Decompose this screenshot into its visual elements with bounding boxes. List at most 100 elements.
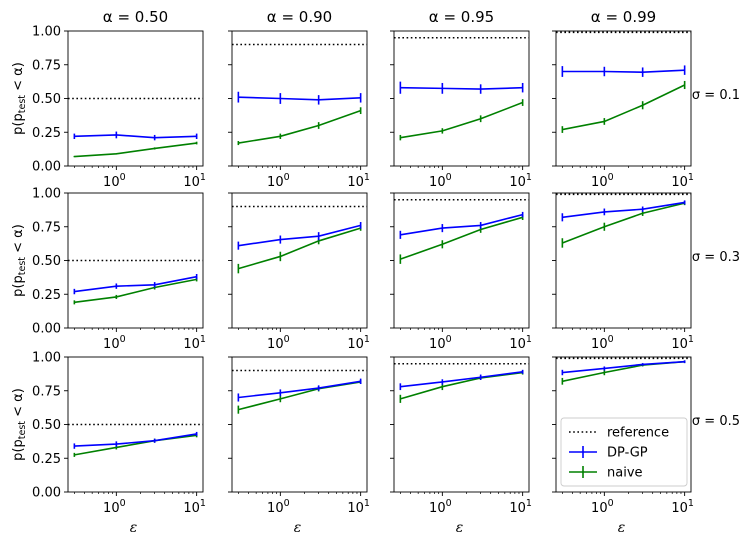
- x-tick-label: 100: [429, 498, 452, 516]
- labels-layer: α = 0.50 α = 0.90 α = 0.95 α = 0.99 σ = 0.1 σ…: [11, 8, 740, 536]
- axes-frame: [393, 192, 530, 329]
- dpgp-series-line: [400, 371, 523, 388]
- x-tick-label: 100: [103, 334, 126, 352]
- naive-series-line: [74, 142, 197, 158]
- y-tick-label: 0.50: [32, 254, 61, 269]
- x-tick-label: 101: [347, 172, 370, 190]
- panel-r0-c3: 100 101: [552, 30, 694, 190]
- row-label: σ = 0.1: [692, 88, 740, 103]
- naive-series-line: [400, 101, 523, 139]
- panel-r0-c0: 0.00 0.25 0.50 0.75 1.00 100 101: [32, 25, 206, 191]
- x-tick-label: 101: [347, 334, 370, 352]
- dpgp-series-line: [400, 86, 523, 90]
- x-axis-label: ε: [618, 520, 626, 536]
- y-tick-label: 0.00: [32, 486, 61, 501]
- x-tick-label: 101: [183, 498, 206, 516]
- axes-frame: [231, 192, 368, 329]
- x-tick-label: 100: [103, 498, 126, 516]
- naive-series-line: [400, 216, 523, 260]
- x-tick-label: 100: [591, 172, 614, 190]
- y-axis-label: p(ptest < α): [11, 62, 28, 135]
- naive-series-line: [238, 227, 361, 270]
- panel-r1-c0: 0.00 0.25 0.50 0.75 1.00 100 101: [32, 187, 206, 353]
- x-tick-label: 100: [103, 172, 126, 190]
- naive-series-line: [238, 109, 361, 144]
- x-tick-label: 101: [671, 498, 694, 516]
- y-tick-label: 0.75: [32, 220, 61, 235]
- panel-r1-c1: 100 101: [228, 192, 370, 352]
- x-tick-label: 100: [267, 172, 290, 190]
- x-tick-label: 101: [509, 172, 532, 190]
- dpgp-series-line: [238, 96, 361, 101]
- y-tick-label: 1.00: [32, 187, 61, 202]
- column-title: α = 0.50: [103, 8, 168, 26]
- legend-label: reference: [607, 426, 669, 441]
- panel-r2-c1: 100 101: [228, 356, 370, 516]
- x-axis-label: ε: [456, 520, 464, 536]
- legend-entry-naive: naive: [569, 466, 643, 481]
- dpgp-series-line: [238, 224, 361, 247]
- dpgp-series-line: [400, 213, 523, 236]
- naive-series-line: [400, 371, 523, 400]
- x-tick-label: 101: [347, 498, 370, 516]
- axes-frame: [231, 356, 368, 493]
- y-tick-label: 0.25: [32, 452, 61, 467]
- naive-series-line: [74, 278, 197, 304]
- axes-frame: [555, 30, 692, 167]
- legend-box: [560, 417, 688, 487]
- y-tick-label: 0.75: [32, 58, 61, 73]
- axes-frame: [555, 192, 692, 329]
- panel-r2-c3: 100 101: [552, 356, 694, 516]
- x-tick-label: 101: [671, 172, 694, 190]
- panel-r0-c2: 100 101: [390, 30, 532, 190]
- legend-entry-reference: reference: [569, 426, 669, 441]
- panel-r1-c2: 100 101: [390, 192, 532, 352]
- x-tick-label: 100: [429, 334, 452, 352]
- column-title: α = 0.99: [591, 8, 656, 26]
- x-axis-label: ε: [294, 520, 302, 536]
- legend: reference DP-GP naive: [560, 417, 688, 487]
- x-tick-label: 100: [267, 498, 290, 516]
- x-tick-label: 101: [509, 334, 532, 352]
- legend-entry-dp-gp: DP-GP: [569, 446, 648, 461]
- axes-frame: [393, 30, 530, 167]
- x-tick-label: 101: [183, 334, 206, 352]
- y-tick-label: 0.25: [32, 126, 61, 141]
- dpgp-series-line: [74, 275, 197, 293]
- x-tick-label: 100: [429, 172, 452, 190]
- naive-series-line: [562, 84, 685, 131]
- dpgp-series-line: [562, 69, 685, 73]
- row-label: σ = 0.5: [692, 414, 740, 429]
- x-axis-label: ε: [130, 520, 138, 536]
- x-tick-label: 100: [267, 334, 290, 352]
- panel-r1-c3: 100 101: [552, 192, 694, 352]
- y-tick-label: 0.50: [32, 418, 61, 433]
- y-axis-label: p(ptest < α): [11, 224, 28, 297]
- y-axis-label: p(ptest < α): [11, 388, 28, 461]
- row-label: σ = 0.3: [692, 250, 740, 265]
- y-tick-label: 1.00: [32, 351, 61, 366]
- panel-r2-c2: 100 101: [390, 356, 532, 516]
- y-tick-label: 0.00: [32, 322, 61, 337]
- legend-label: DP-GP: [607, 446, 648, 461]
- y-tick-label: 0.75: [32, 384, 61, 399]
- x-tick-label: 100: [591, 334, 614, 352]
- y-tick-label: 0.25: [32, 288, 61, 303]
- panel-r0-c1: 100 101: [228, 30, 370, 190]
- dpgp-series-line: [74, 134, 197, 139]
- x-tick-label: 101: [183, 172, 206, 190]
- dpgp-series-line: [74, 433, 197, 447]
- dpgp-series-line: [238, 380, 361, 399]
- y-tick-label: 1.00: [32, 25, 61, 40]
- x-tick-label: 100: [591, 498, 614, 516]
- column-title: α = 0.95: [429, 8, 494, 26]
- dpgp-series-line: [562, 201, 685, 219]
- axes-frame: [393, 356, 530, 493]
- dpgp-series-line: [562, 360, 685, 374]
- x-tick-label: 101: [509, 498, 532, 516]
- x-tick-label: 101: [671, 334, 694, 352]
- y-tick-label: 0.00: [32, 160, 61, 175]
- legend-label: naive: [607, 466, 643, 481]
